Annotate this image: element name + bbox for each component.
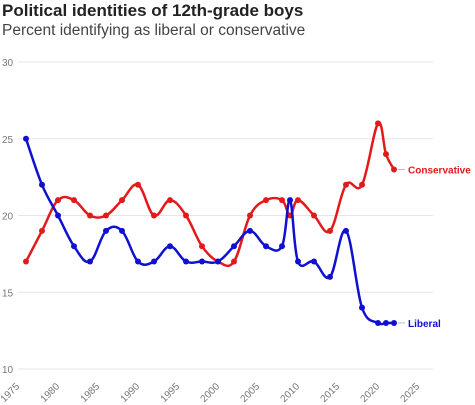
liberal-data-point	[183, 258, 189, 265]
x-tick-label: 1985	[79, 381, 103, 405]
liberal-data-point	[359, 304, 365, 311]
conservative-data-point	[231, 258, 237, 265]
y-tick-label: 20	[2, 212, 14, 223]
chart-subtitle: Percent identifying as liberal or conser…	[2, 22, 306, 39]
liberal-data-point	[103, 227, 109, 234]
liberal-data-point	[71, 243, 77, 250]
x-tick-label: 1975	[0, 381, 22, 405]
conservative-data-point	[279, 197, 285, 204]
liberal-data-point	[311, 258, 317, 265]
conservative-data-point	[311, 212, 317, 219]
liberal-data-point	[87, 258, 93, 265]
conservative-data-point	[119, 197, 125, 204]
liberal-data-point	[215, 258, 221, 265]
liberal-data-point	[23, 135, 29, 142]
series-labels: Conservative Liberal	[398, 165, 471, 330]
liberal-data-point	[383, 319, 389, 326]
conservative-data-point	[103, 212, 109, 219]
liberal-data-point	[247, 227, 253, 234]
liberal-data-point	[55, 212, 61, 219]
liberal-data-point	[279, 243, 285, 250]
chart-title: Political identities of 12th-grade boys	[2, 1, 304, 20]
conservative-data-point	[295, 197, 301, 204]
conservative-data-point	[247, 212, 253, 219]
liberal-data-point	[151, 258, 157, 265]
conservative-data-point	[71, 197, 77, 204]
liberal-data-point	[287, 197, 293, 204]
conservative-data-point	[327, 227, 333, 234]
conservative-data-point	[263, 197, 269, 204]
liberal-data-point	[39, 181, 45, 188]
x-tick-label: 1995	[159, 381, 183, 405]
liberal-data-point	[135, 258, 141, 265]
gridlines	[18, 61, 433, 370]
conservative-data-point	[183, 212, 189, 219]
series-lines	[23, 120, 397, 326]
liberal-data-point	[327, 273, 333, 280]
liberal-series-label: Liberal	[408, 319, 441, 330]
x-tick-label: 2025	[399, 381, 423, 405]
liberal-data-point	[167, 243, 173, 250]
x-tick-label: 2005	[239, 381, 263, 405]
conservative-data-point	[135, 181, 141, 188]
conservative-data-point	[359, 181, 365, 188]
conservative-data-point	[39, 227, 45, 234]
liberal-data-point	[199, 258, 205, 265]
liberal-data-point	[295, 258, 301, 265]
liberal-data-point	[263, 243, 269, 250]
conservative-data-point	[87, 212, 93, 219]
y-tick-label: 15	[2, 288, 14, 299]
conservative-data-point	[375, 120, 381, 127]
conservative-data-point	[199, 243, 205, 250]
x-tick-label: 2020	[359, 381, 383, 405]
x-tick-label: 2015	[319, 381, 343, 405]
y-tick-label: 30	[2, 58, 14, 69]
conservative-data-point	[391, 166, 397, 173]
x-tick-label: 2000	[199, 381, 223, 405]
liberal-data-point	[231, 243, 237, 250]
conservative-data-point	[55, 197, 61, 204]
conservative-data-point	[383, 151, 389, 158]
conservative-data-point	[343, 181, 349, 188]
liberal-series-line	[24, 138, 394, 326]
y-tick-label: 10	[2, 365, 14, 376]
x-tick-label: 1980	[39, 381, 63, 405]
liberal-data-point	[119, 227, 125, 234]
liberal-data-point	[375, 319, 381, 326]
conservative-data-point	[23, 258, 29, 265]
y-tick-label: 25	[2, 135, 14, 146]
x-tick-label: 1990	[119, 381, 143, 405]
liberal-data-point	[343, 227, 349, 234]
conservative-data-point	[167, 197, 173, 204]
conservative-data-point	[151, 212, 157, 219]
conservative-series-label: Conservative	[408, 165, 471, 176]
liberal-data-point	[391, 319, 397, 326]
x-tick-label: 2010	[279, 381, 303, 405]
